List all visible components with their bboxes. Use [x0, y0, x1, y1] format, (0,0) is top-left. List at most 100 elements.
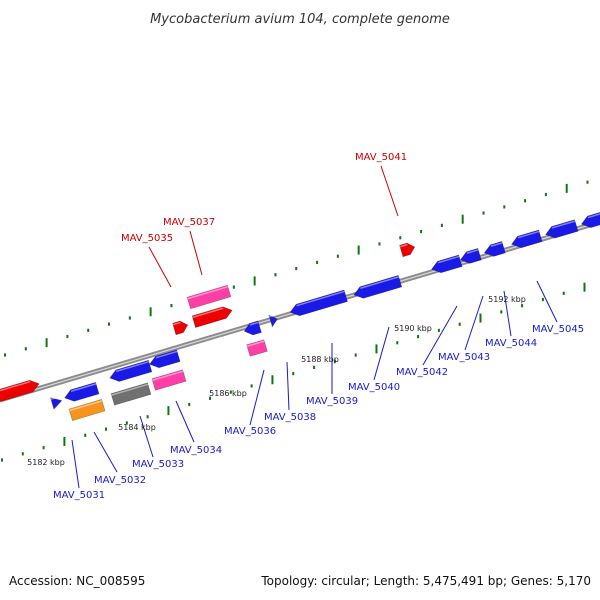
- gene-glyph: [246, 339, 268, 357]
- gene-glyph: [483, 241, 506, 257]
- leader-mav-5045: [536, 280, 558, 323]
- gene-mav-5035[interactable]: [172, 319, 190, 336]
- accession-text: Accession: NC_008595: [9, 574, 146, 588]
- gene-glyph: [459, 248, 482, 264]
- gene-glyph: [268, 314, 278, 328]
- scale-labels: 5182 kbp 5184 kbp 5186 kbp 5188 kbp 5190 kbp…: [27, 295, 526, 467]
- label-mav-5031[interactable]: MAV_5031: [53, 490, 105, 501]
- scale-label-5182-kbp: 5182 kbp: [27, 458, 65, 467]
- gene-glyph: [110, 382, 152, 406]
- gene-mav-5032[interactable]: [68, 399, 106, 421]
- gene-left-edge-forward[interactable]: [0, 378, 41, 403]
- gene-glyph-shine: [111, 383, 149, 396]
- gene-glyph: [545, 219, 579, 239]
- leader-mav-5044: [503, 290, 512, 337]
- scale-label-5188-kbp: 5188 kbp: [301, 355, 339, 364]
- gene-glyph-shine: [466, 249, 479, 254]
- gene-glyph-shine: [50, 395, 61, 400]
- gene-glyph-shine: [116, 360, 150, 373]
- map-title: Mycobacterium avium 104, complete genome: [150, 12, 450, 27]
- gene-mav-5034-upper[interactable]: [148, 349, 181, 370]
- label-mav-5032[interactable]: MAV_5032: [94, 475, 146, 486]
- gene-mav-5033-upper[interactable]: [108, 359, 153, 383]
- gene-glyph: [431, 254, 463, 274]
- gene-mav-5045[interactable]: [510, 229, 543, 250]
- gene-mav-5043[interactable]: [459, 248, 482, 265]
- label-mav-5040[interactable]: MAV_5040: [348, 382, 400, 393]
- gene-glyph-shine: [490, 242, 503, 247]
- gene-glyph: [511, 229, 543, 249]
- gene-mav-5039[interactable]: [288, 289, 348, 318]
- gene-glyph: [353, 275, 403, 299]
- gene-mav-5036[interactable]: [246, 339, 268, 357]
- label-mav-5044[interactable]: MAV_5044: [485, 338, 537, 349]
- leader-mav-5033: [139, 415, 154, 458]
- leader-mav-5031: [71, 439, 80, 489]
- leader-mav-5034: [175, 400, 195, 443]
- gene-glyph-shine: [0, 380, 31, 393]
- label-mav-5043[interactable]: MAV_5043: [438, 352, 490, 363]
- gene-glyph: [64, 382, 100, 402]
- gene-glyph: [191, 306, 233, 328]
- gene-mav-5031-body[interactable]: [63, 382, 100, 403]
- gene-glyph: [68, 399, 106, 421]
- leader-mav-5036: [249, 369, 265, 426]
- label-mav-5034[interactable]: MAV_5034: [170, 445, 222, 456]
- leader-mav-5041: [380, 165, 399, 217]
- gene-mav-5037[interactable]: [186, 284, 232, 310]
- gene-glyph-shine: [587, 212, 600, 219]
- leader-mav-5037: [189, 230, 203, 276]
- gene-glyph-shine: [69, 400, 103, 412]
- scale-label-5192-kbp: 5192 kbp: [488, 295, 526, 304]
- label-mav-5045[interactable]: MAV_5045: [532, 324, 584, 335]
- gene-mav-5045-next[interactable]: [544, 219, 579, 241]
- gene-glyph: [151, 369, 187, 391]
- gene-mav-5040[interactable]: [352, 275, 403, 300]
- gene-glyph: [149, 349, 181, 369]
- gene-mav-5034[interactable]: [151, 369, 187, 391]
- label-mav-5037[interactable]: MAV_5037: [163, 217, 215, 228]
- gene-glyph: [186, 284, 232, 310]
- label-leader-lines: [71, 165, 558, 489]
- gene-glyph: [0, 379, 40, 403]
- gene-mav-5035-body[interactable]: [191, 305, 234, 328]
- gene-mav-5031[interactable]: [50, 395, 64, 410]
- gene-glyph-shine: [152, 370, 184, 381]
- gene-glyph-shine: [360, 276, 399, 289]
- label-mav-5035[interactable]: MAV_5035: [121, 233, 173, 244]
- gene-mav-5036-upper[interactable]: [243, 320, 262, 337]
- gene-glyph: [399, 242, 416, 258]
- gene-glyph-shine: [296, 290, 345, 307]
- gene-glyph: [50, 397, 63, 410]
- gene-glyph: [109, 359, 153, 382]
- gene-glyph: [243, 320, 262, 336]
- label-mav-5036[interactable]: MAV_5036: [224, 426, 276, 437]
- scale-label-5190-kbp: 5190 kbp: [394, 324, 432, 333]
- gene-glyph: [172, 320, 189, 336]
- leader-mav-5042: [422, 305, 458, 366]
- leader-mav-5043: [464, 295, 484, 351]
- label-mav-5038[interactable]: MAV_5038: [264, 412, 316, 423]
- scale-label-5186-kbp: 5186 kbp: [209, 389, 247, 398]
- gene-labels: MAV_5041 MAV_5037 MAV_5035 MAV_5031 MAV_5032…: [53, 152, 584, 501]
- label-mav-5039[interactable]: MAV_5039: [306, 396, 358, 407]
- label-mav-5041[interactable]: MAV_5041: [355, 152, 407, 163]
- leader-mav-5038: [286, 361, 290, 411]
- gene-glyph-shine: [155, 350, 178, 359]
- gene-mav-5041[interactable]: [399, 241, 417, 258]
- gene-glyph: [580, 211, 600, 228]
- gene-right-edge-reverse[interactable]: [580, 211, 600, 230]
- gene-features: [0, 211, 600, 421]
- gene-glyph-shine: [249, 321, 259, 326]
- scale-ticks: [1, 180, 589, 462]
- leader-mav-5032: [93, 431, 118, 473]
- gene-mav-5044[interactable]: [483, 241, 506, 258]
- gene-glyph: [289, 289, 348, 317]
- gene-mav-5033[interactable]: [110, 382, 152, 406]
- gene-glyph-shine: [172, 321, 181, 326]
- gene-mav-5042[interactable]: [430, 254, 463, 275]
- label-mav-5033[interactable]: MAV_5033: [132, 459, 184, 470]
- leader-mav-5040: [373, 326, 390, 381]
- label-mav-5042[interactable]: MAV_5042: [396, 367, 448, 378]
